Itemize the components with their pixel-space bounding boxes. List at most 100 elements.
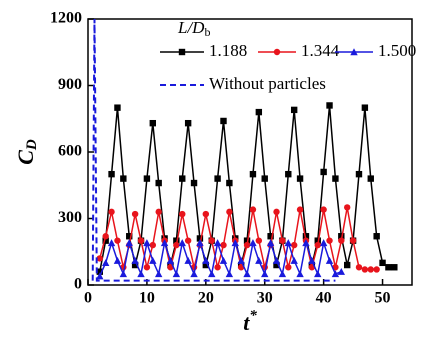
- marker: [261, 175, 268, 182]
- marker: [190, 179, 198, 187]
- y-label-sub: D: [24, 139, 40, 151]
- y-axis-label: CD: [13, 139, 40, 165]
- marker: [255, 108, 263, 116]
- marker: [96, 255, 103, 262]
- marker: [237, 256, 245, 264]
- marker: [243, 270, 251, 278]
- marker: [202, 256, 210, 264]
- marker: [178, 239, 186, 247]
- marker: [355, 264, 363, 271]
- marker: [172, 270, 181, 278]
- marker: [385, 264, 392, 271]
- marker: [219, 256, 228, 264]
- legend-marker: [350, 48, 358, 56]
- marker: [361, 266, 369, 273]
- marker: [114, 237, 121, 244]
- marker: [255, 256, 263, 264]
- marker: [131, 261, 139, 269]
- marker: [302, 233, 310, 240]
- marker: [290, 106, 298, 114]
- series-line: [99, 239, 342, 277]
- marker: [208, 237, 215, 244]
- marker: [249, 170, 257, 178]
- y-tick-label: 0: [74, 276, 82, 293]
- marker: [325, 256, 334, 264]
- marker: [155, 208, 162, 216]
- marker: [149, 241, 156, 249]
- marker: [273, 208, 280, 216]
- marker: [314, 270, 322, 278]
- marker: [213, 239, 222, 247]
- marker: [320, 168, 327, 176]
- marker: [131, 210, 139, 218]
- y-tick-label: 300: [58, 209, 82, 226]
- marker: [160, 239, 169, 247]
- marker: [320, 206, 327, 213]
- marker: [220, 117, 227, 125]
- marker: [349, 237, 357, 244]
- legend-label: 1.188: [209, 41, 247, 60]
- marker: [108, 208, 115, 216]
- marker: [131, 256, 139, 264]
- marker: [113, 256, 122, 264]
- marker: [344, 204, 351, 211]
- marker: [361, 104, 369, 111]
- marker: [338, 237, 345, 244]
- marker: [266, 239, 275, 247]
- marker: [290, 241, 298, 249]
- marker: [261, 270, 269, 278]
- legend-label: 1.500: [378, 41, 416, 60]
- y-tick-label: 600: [58, 143, 82, 160]
- marker: [308, 256, 316, 264]
- legend-label: 1.344: [301, 41, 340, 60]
- marker: [296, 175, 304, 182]
- marker: [367, 266, 374, 273]
- series-line: [91, 18, 336, 282]
- marker: [137, 270, 145, 278]
- marker: [179, 210, 186, 218]
- marker: [143, 239, 151, 247]
- y-tick-label: 900: [58, 76, 82, 93]
- marker: [319, 239, 328, 247]
- marker: [149, 256, 157, 264]
- marker: [220, 241, 227, 249]
- marker: [272, 256, 281, 264]
- marker: [249, 206, 257, 213]
- marker: [285, 264, 292, 271]
- marker: [125, 239, 133, 247]
- marker: [285, 170, 292, 178]
- x-tick-label: 0: [84, 290, 92, 307]
- legend-title: L/Db: [177, 18, 210, 39]
- y-tick-label: 1200: [50, 10, 82, 27]
- x-label-main: t: [243, 310, 250, 335]
- marker: [214, 175, 221, 182]
- marker: [173, 241, 180, 249]
- y-label-main: C: [13, 150, 38, 165]
- marker: [108, 170, 115, 178]
- marker: [290, 256, 298, 264]
- marker: [184, 237, 192, 244]
- marker: [96, 272, 104, 280]
- legend-marker: [178, 48, 186, 56]
- legend-marker: [273, 48, 281, 56]
- marker: [338, 233, 345, 240]
- marker: [119, 270, 128, 278]
- marker: [344, 261, 351, 269]
- marker: [107, 239, 116, 247]
- marker: [196, 235, 204, 242]
- marker: [126, 233, 133, 240]
- marker: [166, 256, 175, 264]
- marker: [314, 241, 321, 249]
- x-tick-label: 50: [375, 290, 391, 307]
- marker: [302, 239, 310, 247]
- marker: [267, 233, 274, 240]
- marker: [243, 241, 251, 249]
- marker: [279, 237, 286, 244]
- marker: [296, 206, 304, 213]
- marker: [184, 256, 192, 264]
- x-tick-label: 40: [316, 290, 332, 307]
- marker: [154, 270, 163, 278]
- marker: [202, 261, 210, 269]
- marker: [120, 175, 127, 182]
- marker: [149, 119, 156, 127]
